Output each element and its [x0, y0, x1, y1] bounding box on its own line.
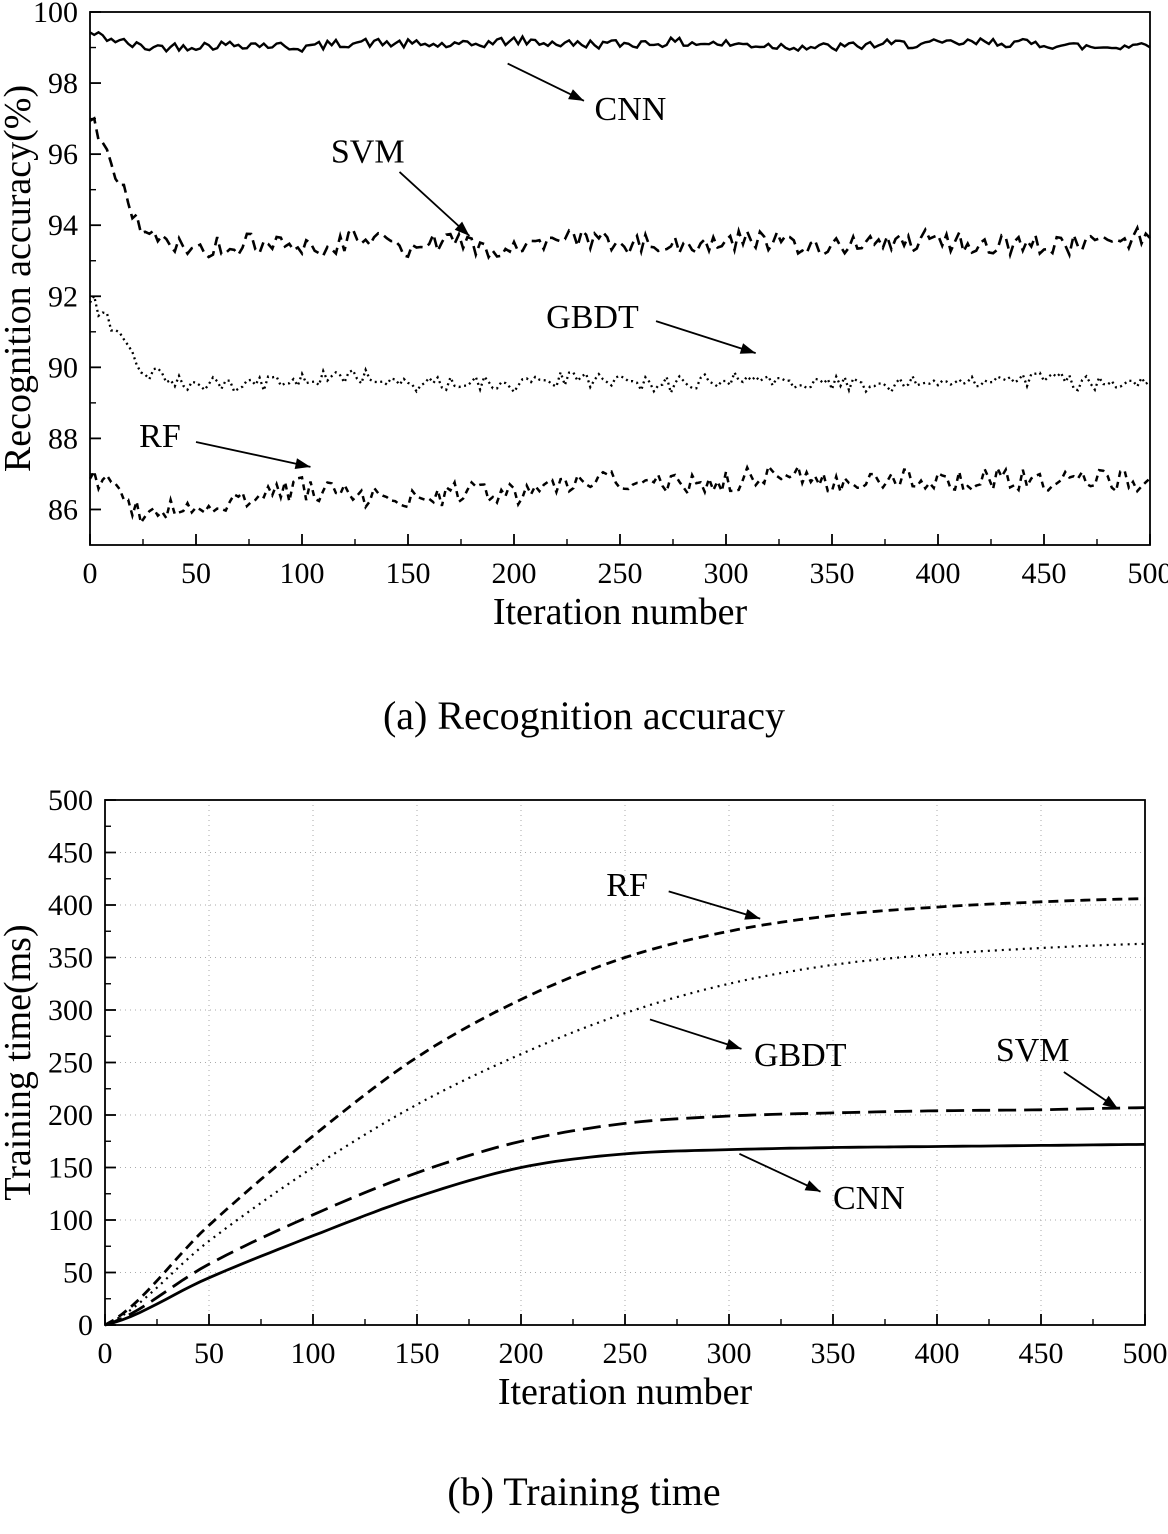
training-time-chart: 0 50 100 150 200 250 300 350 400 450 500 0 50 100 150 2… — [0, 784, 1168, 1413]
y-tick-label: 94 — [48, 209, 78, 242]
series-cnn-line — [89, 30, 1151, 54]
annotation-arrowhead — [1102, 1095, 1118, 1109]
x-tick-label: 150 — [386, 557, 431, 590]
x-tick-label: 300 — [704, 557, 749, 590]
annotation-arrow — [195, 441, 311, 468]
x-tick-label: 100 — [291, 1337, 336, 1370]
x-axis-label: Iteration number — [493, 591, 748, 633]
series-label-svm: SVM — [331, 134, 405, 171]
y-tick-label: 250 — [48, 1047, 93, 1080]
series-svm-line — [89, 116, 1151, 261]
y-axis-label: Recognition accuracy(%) — [0, 85, 39, 472]
series-label-gbdt: GBDT — [754, 1037, 847, 1074]
x-tick-label: 450 — [1022, 557, 1067, 590]
y-tick-label: 50 — [63, 1257, 93, 1290]
y-tick-label: 0 — [78, 1309, 93, 1342]
annotation-arrow — [655, 320, 756, 354]
annotation-arrowhead — [804, 1180, 821, 1192]
y-tick-label: 96 — [48, 138, 78, 171]
y-tick-label: 100 — [33, 0, 78, 29]
series-label-gbdt: GBDT — [546, 299, 639, 336]
y-tick-label: 88 — [48, 422, 78, 455]
x-tick-label: 200 — [492, 557, 537, 590]
annotation-arrow — [398, 171, 471, 237]
y-tick-label: 92 — [48, 280, 78, 313]
annotation-arrowhead — [725, 1039, 742, 1050]
x-tick-label: 500 — [1123, 1337, 1168, 1370]
x-axis-label: Iteration number — [498, 1371, 753, 1413]
x-tick-label: 500 — [1128, 557, 1168, 590]
x-tick-label: 300 — [707, 1337, 752, 1370]
recognition-accuracy-chart: 0 50 100 150 200 250 300 350 400 450 500 86 88 90 92 94… — [0, 0, 1168, 633]
series-label-rf: RF — [606, 867, 648, 904]
y-tick-label: 400 — [48, 889, 93, 922]
y-tick-label: 500 — [48, 784, 93, 817]
y-tick-label: 300 — [48, 994, 93, 1027]
x-tick-label: 350 — [811, 1337, 856, 1370]
x-tick-label: 100 — [280, 557, 325, 590]
series-gbdt-line — [104, 942, 1146, 1326]
series-svm-line — [104, 1106, 1146, 1327]
x-tick-label: 50 — [181, 557, 211, 590]
caption-recognition-accuracy: (a) Recognition accuracy — [382, 693, 785, 738]
y-tick-label: 100 — [48, 1204, 93, 1237]
annotation-arrowhead — [294, 458, 311, 470]
x-tick-label: 0 — [83, 557, 98, 590]
y-tick-label: 90 — [48, 351, 78, 384]
annotation-arrowhead — [744, 909, 761, 920]
x-tick-label: 450 — [1019, 1337, 1064, 1370]
annotation-arrowhead — [454, 221, 470, 236]
series-cnn-line — [104, 1143, 1146, 1327]
y-tick-label: 86 — [48, 493, 78, 526]
annotation-arrow — [649, 1018, 742, 1050]
y-tick-label: 150 — [48, 1152, 93, 1185]
x-tick-label: 400 — [915, 1337, 960, 1370]
y-tick-label: 450 — [48, 837, 93, 870]
x-tick-label: 50 — [194, 1337, 224, 1370]
series-label-cnn: CNN — [833, 1180, 905, 1217]
annotation-arrowhead — [739, 343, 756, 354]
x-tick-label: 200 — [499, 1337, 544, 1370]
series-label-cnn: CNN — [595, 91, 667, 128]
x-tick-label: 350 — [810, 557, 855, 590]
x-tick-label: 0 — [98, 1337, 113, 1370]
caption-training-time: (b) Training time — [447, 1469, 721, 1514]
y-axis-label: Training time(ms) — [0, 924, 39, 1200]
y-tick-label: 98 — [48, 67, 78, 100]
series-rf-line — [88, 462, 1151, 527]
x-tick-label: 400 — [916, 557, 961, 590]
y-tick-label: 350 — [48, 942, 93, 975]
x-tick-label: 250 — [603, 1337, 648, 1370]
annotation-arrowhead — [568, 89, 584, 101]
series-label-rf: RF — [139, 418, 181, 455]
y-tick-label: 200 — [48, 1099, 93, 1132]
x-tick-label: 250 — [598, 557, 643, 590]
series-rf-line — [104, 897, 1146, 1327]
annotation-arrow — [668, 890, 761, 920]
x-tick-label: 150 — [395, 1337, 440, 1370]
series-label-svm: SVM — [996, 1032, 1070, 1069]
